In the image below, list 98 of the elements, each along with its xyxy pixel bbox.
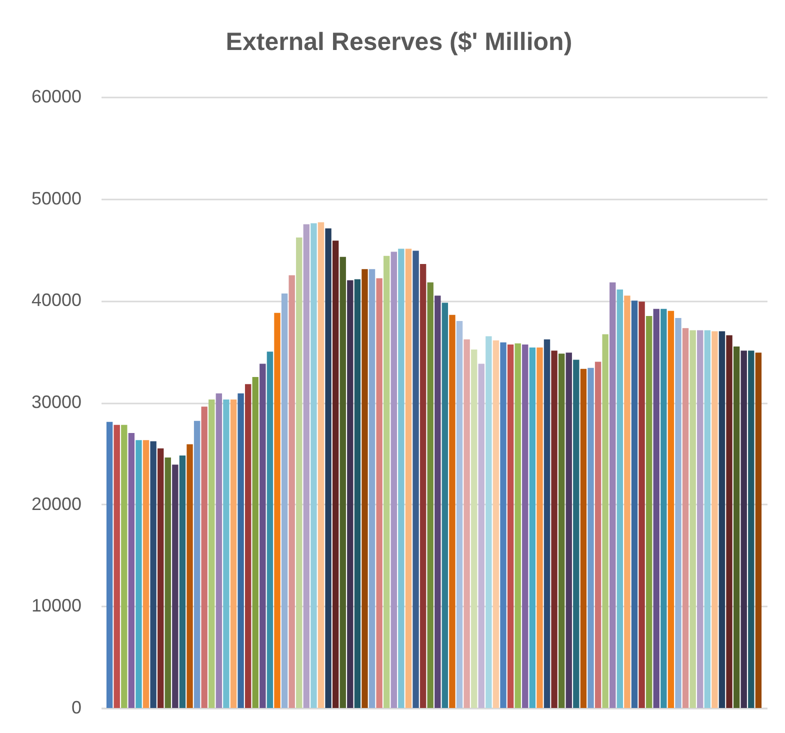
bar bbox=[340, 256, 346, 708]
bar bbox=[748, 350, 754, 708]
bar bbox=[755, 352, 762, 708]
bar bbox=[303, 224, 310, 708]
bar bbox=[252, 377, 258, 708]
y-tick-label: 40000 bbox=[31, 290, 82, 310]
bar bbox=[507, 344, 514, 708]
bar bbox=[230, 399, 237, 708]
bar bbox=[464, 339, 470, 708]
y-tick-label: 50000 bbox=[31, 188, 82, 208]
bar bbox=[486, 336, 492, 708]
bar bbox=[588, 368, 594, 708]
bar bbox=[682, 328, 689, 708]
bar bbox=[514, 343, 521, 708]
bar bbox=[158, 448, 164, 708]
y-tick-label: 60000 bbox=[31, 86, 82, 106]
bar bbox=[442, 302, 448, 708]
bar bbox=[208, 399, 215, 708]
bar bbox=[186, 444, 193, 708]
bar bbox=[551, 350, 558, 708]
chart-title: External Reserves ($' Million) bbox=[226, 28, 572, 56]
bar bbox=[296, 238, 302, 708]
bar bbox=[128, 433, 135, 708]
bar bbox=[434, 296, 441, 708]
bar bbox=[478, 364, 484, 708]
bar bbox=[522, 344, 528, 708]
bar bbox=[616, 289, 624, 708]
y-tick-label: 0 bbox=[71, 698, 82, 718]
bar bbox=[150, 441, 156, 708]
bar bbox=[216, 393, 222, 708]
bar bbox=[398, 248, 404, 708]
bar bbox=[492, 340, 500, 708]
bar bbox=[194, 420, 200, 708]
bar bbox=[726, 335, 732, 708]
bar bbox=[106, 422, 113, 708]
bar bbox=[405, 248, 412, 708]
bar bbox=[390, 252, 397, 708]
bar bbox=[660, 308, 667, 708]
bar bbox=[347, 280, 354, 708]
bar bbox=[368, 269, 376, 708]
bar bbox=[631, 300, 638, 708]
bar bbox=[544, 339, 550, 708]
bar bbox=[384, 256, 390, 708]
bar bbox=[427, 282, 434, 708]
bar bbox=[318, 222, 324, 708]
bar bbox=[136, 440, 142, 708]
bar bbox=[718, 331, 726, 708]
bar bbox=[244, 384, 252, 708]
bar bbox=[325, 228, 332, 708]
bar bbox=[201, 406, 208, 708]
bar bbox=[594, 362, 602, 708]
bar bbox=[456, 321, 463, 708]
bar bbox=[288, 275, 295, 708]
bar bbox=[281, 294, 288, 708]
y-tick-label: 20000 bbox=[31, 494, 82, 514]
bar bbox=[420, 264, 426, 708]
bar bbox=[668, 310, 674, 708]
bar bbox=[646, 316, 652, 708]
bar bbox=[610, 282, 616, 708]
bar bbox=[142, 440, 150, 708]
bar bbox=[449, 314, 456, 708]
bar bbox=[412, 250, 419, 708]
bar bbox=[580, 368, 587, 708]
bar bbox=[536, 348, 543, 708]
bar bbox=[471, 350, 478, 708]
bar bbox=[332, 240, 339, 708]
bar bbox=[602, 334, 608, 708]
bar bbox=[653, 308, 660, 708]
bar bbox=[573, 360, 580, 708]
bar bbox=[558, 354, 565, 708]
bar bbox=[733, 346, 740, 708]
bar bbox=[529, 348, 536, 708]
bar bbox=[566, 352, 572, 708]
bar bbox=[172, 464, 178, 708]
bar bbox=[260, 364, 266, 708]
bar bbox=[712, 331, 718, 708]
bar bbox=[624, 296, 630, 708]
bar bbox=[179, 455, 186, 708]
bar bbox=[266, 352, 274, 708]
bar bbox=[310, 223, 317, 708]
bar bbox=[164, 457, 171, 708]
bar bbox=[376, 278, 382, 708]
bar bbox=[740, 350, 747, 708]
bar bbox=[238, 393, 244, 708]
bar bbox=[704, 330, 710, 708]
bar bbox=[638, 302, 645, 708]
bar bbox=[675, 318, 682, 708]
y-tick-label: 30000 bbox=[31, 392, 82, 412]
bar bbox=[223, 399, 230, 708]
bar bbox=[354, 279, 361, 708]
bar bbox=[114, 424, 120, 708]
bar bbox=[362, 269, 368, 708]
bar bbox=[500, 342, 506, 708]
y-tick-label: 10000 bbox=[31, 596, 82, 616]
bar bbox=[697, 330, 704, 708]
bar bbox=[121, 424, 128, 708]
bar bbox=[690, 330, 696, 708]
bar bbox=[274, 312, 280, 708]
